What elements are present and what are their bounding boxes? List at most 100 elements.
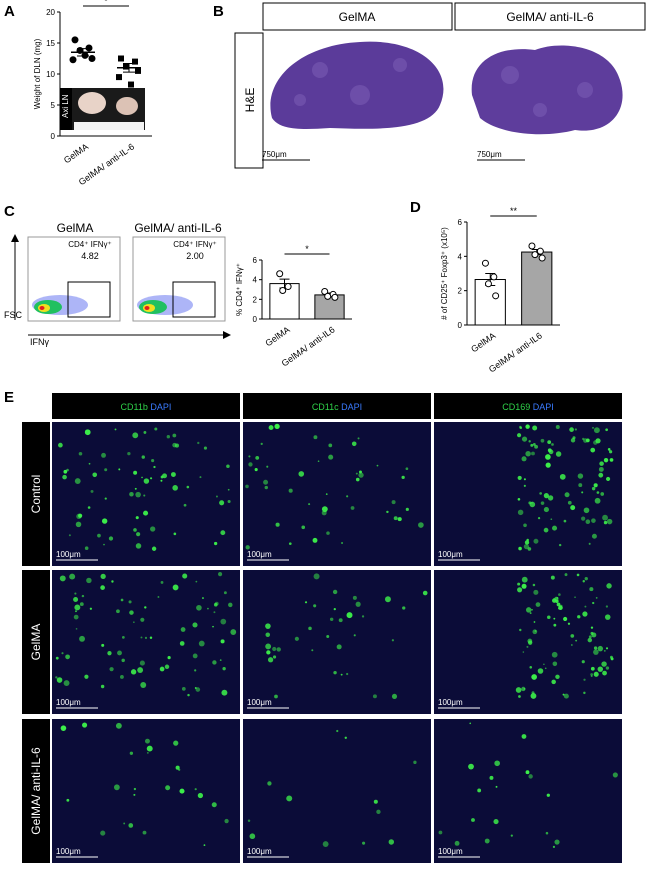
cell-signal xyxy=(197,792,204,799)
cell-signal xyxy=(101,452,106,458)
x-tick-label: GelMA xyxy=(62,141,90,165)
cell-signal xyxy=(135,543,142,549)
cell-signal xyxy=(164,664,170,670)
cell-signal xyxy=(547,440,552,445)
cell-signal xyxy=(592,601,595,605)
cell-signal xyxy=(211,802,217,808)
cell-signal xyxy=(526,645,529,648)
cell-signal xyxy=(577,615,581,619)
cell-signal xyxy=(139,660,145,666)
cell-signal xyxy=(521,583,527,589)
cell-signal xyxy=(97,533,101,538)
cell-signal xyxy=(100,573,106,580)
cell-signal xyxy=(602,514,608,521)
cell-signal xyxy=(545,831,549,835)
cell-signal xyxy=(267,657,274,663)
row-header: GelMA xyxy=(29,624,43,661)
cell-signal xyxy=(574,428,577,431)
cell-signal xyxy=(59,575,66,582)
scale-bar-label: 100μm xyxy=(438,847,463,856)
cell-signal xyxy=(525,770,530,775)
cell-signal xyxy=(596,491,600,494)
cell-signal xyxy=(346,612,353,619)
cell-signal xyxy=(567,500,572,505)
cell-signal xyxy=(594,497,601,504)
cell-signal xyxy=(162,473,168,479)
cell-signal xyxy=(547,448,552,453)
cell-signal xyxy=(329,617,334,622)
cell-signal xyxy=(468,763,474,770)
cell-signal xyxy=(603,650,606,652)
significance-label: * xyxy=(104,0,108,6)
cell-signal xyxy=(494,760,500,767)
cell-signal xyxy=(207,607,209,610)
cell-signal xyxy=(172,485,178,491)
cell-signal xyxy=(151,459,155,463)
cell-signal xyxy=(86,577,92,584)
cell-signal xyxy=(551,443,554,446)
cell-signal xyxy=(79,602,84,607)
cell-signal xyxy=(552,598,557,603)
cell-signal xyxy=(179,788,185,794)
cell-signal xyxy=(543,493,549,499)
y-axis-label: % CD4⁺ IFNγ⁺ xyxy=(235,263,244,316)
cell-signal xyxy=(245,484,249,489)
cell-signal xyxy=(338,618,343,623)
cell-signal xyxy=(583,507,590,514)
micrograph xyxy=(243,422,431,566)
cell-signal xyxy=(328,454,334,460)
flow-panel: GelMA GelMA/ anti-IL-6 CD4⁺ IFNγ⁺ 4.82 C… xyxy=(4,221,231,347)
cell-signal xyxy=(230,629,237,635)
cell-signal xyxy=(346,495,349,498)
panel-label: B xyxy=(213,3,224,20)
cell-signal xyxy=(533,589,539,595)
cell-signal xyxy=(556,602,561,607)
cell-signal xyxy=(517,587,523,593)
cell-signal xyxy=(517,475,522,480)
cell-signal xyxy=(593,671,599,677)
cell-signal xyxy=(384,596,391,603)
cell-signal xyxy=(146,751,149,754)
cell-signal xyxy=(326,635,330,638)
cell-signal xyxy=(604,614,611,620)
cell-signal xyxy=(518,695,521,698)
cell-signal xyxy=(179,641,185,646)
cell-signal xyxy=(336,644,342,650)
cell-signal xyxy=(84,674,89,679)
cell-signal xyxy=(322,841,329,847)
cell-signal xyxy=(405,507,409,511)
cell-signal xyxy=(203,844,206,846)
cell-signal xyxy=(55,676,58,679)
data-point xyxy=(85,44,93,52)
data-point xyxy=(492,292,500,300)
cell-signal xyxy=(397,517,402,522)
cell-signal xyxy=(523,523,527,528)
cell-signal xyxy=(521,576,528,583)
cell-signal xyxy=(101,518,108,524)
cell-signal xyxy=(55,656,59,660)
data-point xyxy=(528,242,536,250)
cell-signal xyxy=(288,488,293,493)
cell-signal xyxy=(103,543,105,546)
cell-signal xyxy=(612,772,618,778)
cell-signal xyxy=(539,492,542,495)
cell-signal xyxy=(192,622,198,628)
cell-signal xyxy=(140,682,147,688)
cell-signal xyxy=(591,533,597,539)
y-tick-label: 5 xyxy=(51,101,56,110)
cell-signal xyxy=(528,440,531,443)
cell-signal xyxy=(118,468,121,471)
y-tick-label: 0 xyxy=(458,321,463,330)
cell-signal xyxy=(221,689,228,696)
cell-signal xyxy=(212,660,217,665)
cell-signal xyxy=(593,427,600,434)
cell-signal xyxy=(245,545,250,550)
cell-signal xyxy=(597,645,604,652)
cell-signal xyxy=(391,693,398,699)
axis-label: FSC xyxy=(4,310,23,320)
cell-signal xyxy=(313,435,318,440)
cell-signal xyxy=(228,602,233,608)
cell-signal xyxy=(361,615,365,618)
cell-signal xyxy=(311,649,314,652)
